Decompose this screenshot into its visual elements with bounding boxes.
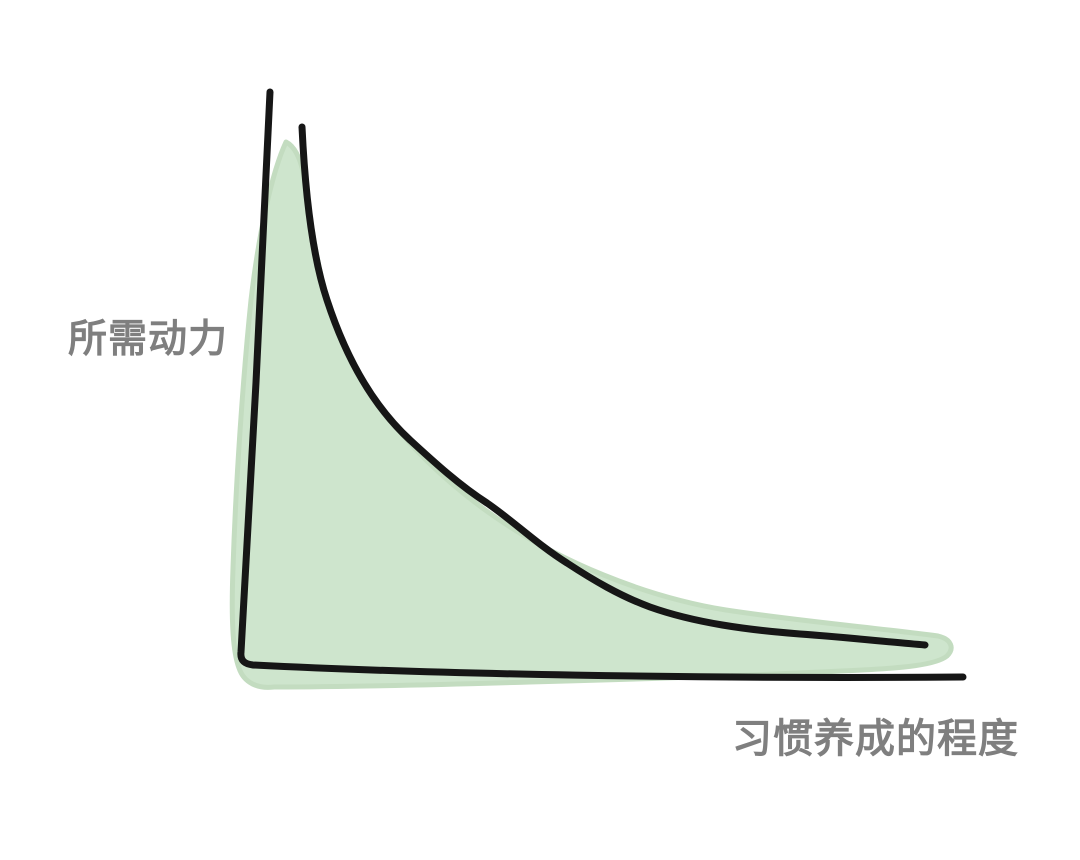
area-fill [229, 139, 954, 690]
y-axis-label: 所需动力 [68, 317, 229, 362]
motivation-curve [298, 123, 929, 649]
axes-line [237, 88, 967, 681]
x-axis-label: 习惯养成的程度 [732, 716, 1019, 762]
